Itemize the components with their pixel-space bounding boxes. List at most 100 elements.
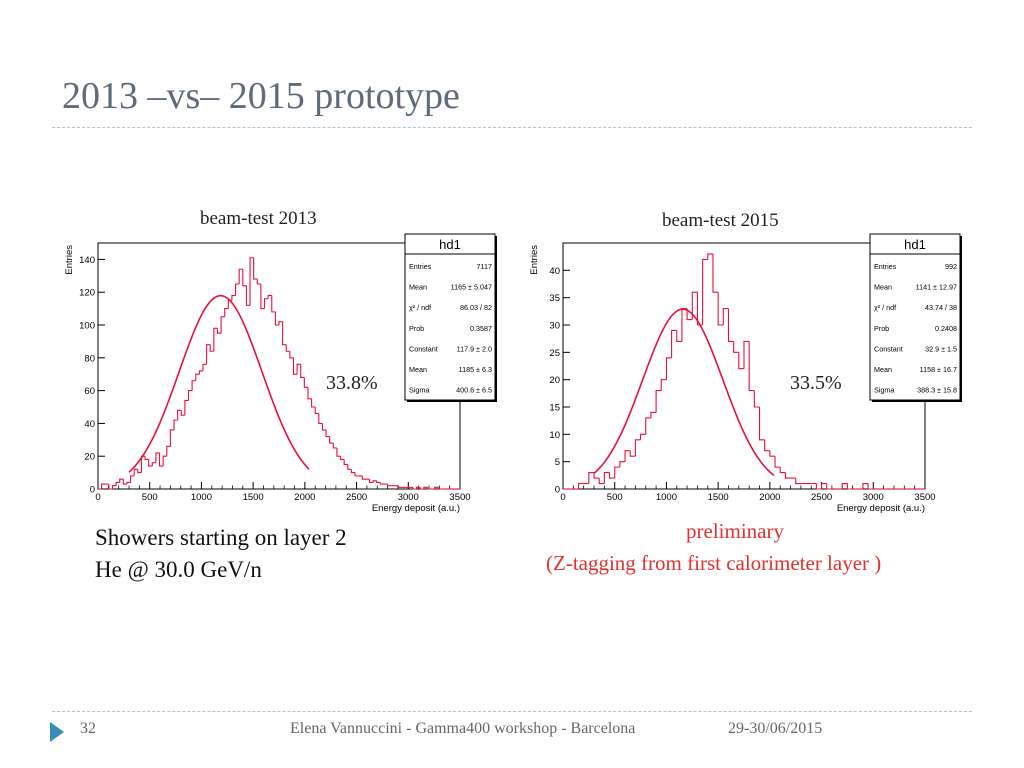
histogram-bin	[634, 439, 641, 457]
gaussian-fit-curve	[593, 308, 775, 477]
histogram-bin	[846, 483, 853, 490]
x-tick-label: 0	[560, 492, 565, 503]
histogram-bin	[665, 357, 672, 380]
histogram-bin	[784, 472, 791, 479]
gaussian-fit-curve	[128, 294, 310, 473]
histogram-bin	[318, 413, 323, 424]
histogram-bin	[629, 450, 636, 457]
stats-value: 1185 ± 6.3	[459, 365, 492, 374]
x-tick-label: 3000	[863, 492, 884, 503]
histogram-bin	[691, 291, 698, 320]
x-tick-label: 0	[95, 492, 100, 503]
histogram-bin	[213, 327, 218, 352]
histogram-bin	[712, 253, 719, 293]
histogram-2015: 0 500 1000 1500 2000 2500 3000 3500 0 5 10 15 20 25 30…	[529, 233, 962, 514]
stats-label: Entries	[409, 262, 432, 271]
y-tick-label: 35	[549, 293, 560, 304]
histogram-bin	[419, 487, 424, 490]
stats-label: Prob	[409, 324, 424, 333]
stats-label: Prob	[874, 324, 889, 333]
slide-title: 2013 –vs– 2015 prototype	[62, 75, 460, 117]
histogram-bin	[379, 482, 384, 485]
histogram-bin	[376, 480, 381, 483]
histogram-bin	[416, 486, 421, 489]
histogram-bin	[347, 464, 352, 470]
y-tick-label: 60	[84, 386, 95, 397]
histogram-bin	[640, 433, 646, 440]
histogram-bin	[111, 485, 117, 489]
stats-label: χ² / ndf	[409, 303, 431, 312]
stats-value: 1158 ± 16.7	[920, 365, 957, 374]
histogram-bin	[681, 308, 688, 342]
histogram-bin	[769, 450, 776, 457]
resolution-2013: 33.8%	[326, 372, 378, 394]
histogram-bin	[242, 269, 247, 287]
y-axis-title: Entries	[64, 245, 75, 275]
histogram-bin	[387, 484, 392, 487]
histogram-bin	[753, 390, 760, 408]
stats-label: Mean	[874, 283, 892, 292]
histogram-bin	[339, 456, 345, 461]
histogram-bin	[155, 452, 160, 463]
histogram-bin	[180, 410, 185, 416]
stats-label: Mean	[409, 365, 427, 374]
histogram-bin	[101, 483, 106, 489]
stats-label: χ² / ndf	[874, 303, 896, 312]
stats-label: Constant	[409, 344, 438, 353]
histogram-bin	[177, 409, 182, 421]
histogram-bin	[650, 411, 657, 418]
histogram-bin	[122, 479, 127, 485]
footer-arrow-icon	[50, 722, 64, 742]
histogram-bin	[368, 479, 374, 483]
y-tick-label: 0	[555, 485, 560, 496]
x-tick-label: 3500	[914, 492, 935, 503]
stats-value: 0.2408	[935, 324, 957, 333]
stats-value: 992	[945, 262, 957, 271]
stats-value: 1165 ± 5.047	[451, 283, 492, 292]
histogram-bin	[206, 344, 211, 365]
histogram-bin	[137, 469, 142, 474]
histogram-bin	[426, 487, 432, 490]
histogram-2013: 0 500 1000 1500 2000 2500 3000 3500 0 20 40 60 80 100…	[64, 233, 497, 514]
histogram-bin	[119, 478, 124, 483]
stats-value: 0.3587	[470, 324, 492, 333]
resolution-2015: 33.5%	[790, 372, 842, 394]
stats-value: 400.6 ± 6.5	[456, 386, 492, 395]
y-tick-label: 100	[79, 321, 95, 332]
histogram-bin	[603, 472, 610, 484]
y-tick-label: 140	[79, 255, 95, 266]
histogram-bin	[115, 481, 120, 486]
histogram-bin	[140, 455, 146, 473]
stats-box-title: hd1	[904, 237, 926, 252]
histogram-bin	[209, 344, 214, 352]
title-divider	[52, 127, 972, 128]
histogram-bin	[862, 482, 869, 489]
histogram-bin	[191, 380, 196, 391]
histogram-bin	[256, 279, 261, 285]
histogram-bin	[743, 340, 750, 369]
x-tick-label: 1000	[656, 492, 677, 503]
y-tick-label: 25	[549, 348, 560, 359]
histogram-bin	[434, 486, 439, 489]
histogram-bin	[224, 308, 229, 317]
histogram-bin	[325, 429, 330, 438]
histogram-bin	[764, 439, 770, 452]
histogram-bin	[303, 377, 308, 388]
histogram-bin	[216, 328, 222, 334]
histogram-bin	[412, 487, 417, 490]
stats-box-frame	[869, 233, 961, 401]
histogram-bin	[133, 468, 138, 476]
stats-box-frame	[404, 233, 496, 401]
run-notes: Showers starting on layer 2 He @ 30.0 Ge…	[95, 522, 347, 586]
histogram-bin	[249, 257, 254, 306]
x-tick-label: 1000	[191, 492, 212, 503]
histogram-bin	[671, 329, 677, 358]
footer-date: 29-30/06/2015	[728, 720, 823, 737]
stats-label: Entries	[874, 262, 897, 271]
x-tick-label: 3000	[398, 492, 419, 503]
stats-box-title: hd1	[439, 237, 461, 252]
histogram-bin	[274, 311, 279, 326]
histogram-bin	[198, 370, 203, 375]
stats-value: 7117	[477, 262, 492, 271]
histogram-bin	[727, 308, 734, 342]
